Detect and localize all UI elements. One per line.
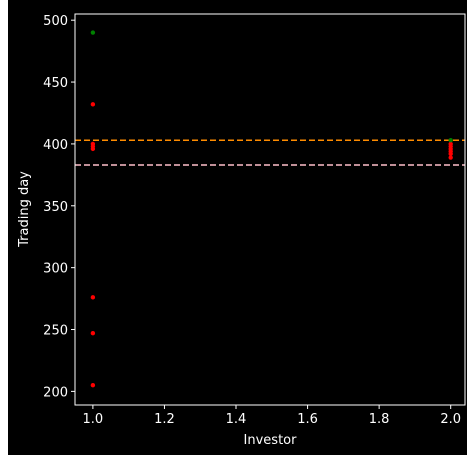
data-point	[90, 102, 96, 107]
data-point	[90, 331, 96, 336]
axes-frame	[74, 13, 466, 406]
data-point	[448, 138, 453, 143]
data-point	[90, 30, 96, 35]
x-tick-label: 1.2	[154, 412, 175, 427]
y-tick-label: 500	[43, 14, 68, 29]
data-point	[90, 295, 96, 300]
chart-figure: 1.0 1.2 1.4 1.6 1.8 2.0 200 250 300 350 400 450 500…	[8, 0, 467, 455]
y-axis-ticks: 200 250 300 350 400 450 500	[43, 14, 75, 400]
y-tick-label: 200	[43, 385, 68, 400]
x-axis-label: Investor	[244, 433, 298, 448]
y-tick-label: 250	[43, 324, 68, 339]
y-axis-label: Trading day	[17, 171, 32, 248]
x-axis-ticks: 1.0 1.2 1.4 1.6 1.8 2.0	[83, 405, 461, 427]
data-points	[90, 30, 453, 388]
data-point	[90, 383, 96, 388]
y-tick-label: 450	[43, 76, 68, 91]
scatter-chart: 1.0 1.2 1.4 1.6 1.8 2.0 200 250 300 350 400 450 500…	[17, 13, 466, 448]
data-point	[90, 146, 96, 152]
y-tick-label: 300	[43, 262, 68, 277]
x-tick-label: 1.8	[369, 412, 390, 427]
y-tick-label: 400	[43, 138, 68, 153]
x-tick-label: 1.4	[226, 412, 247, 427]
y-tick-label: 350	[43, 200, 68, 215]
reference-lines	[75, 139, 465, 166]
x-tick-label: 1.6	[297, 412, 318, 427]
data-point	[448, 151, 453, 157]
data-point	[448, 155, 453, 160]
x-tick-label: 2.0	[440, 412, 461, 427]
x-tick-label: 1.0	[83, 412, 104, 427]
